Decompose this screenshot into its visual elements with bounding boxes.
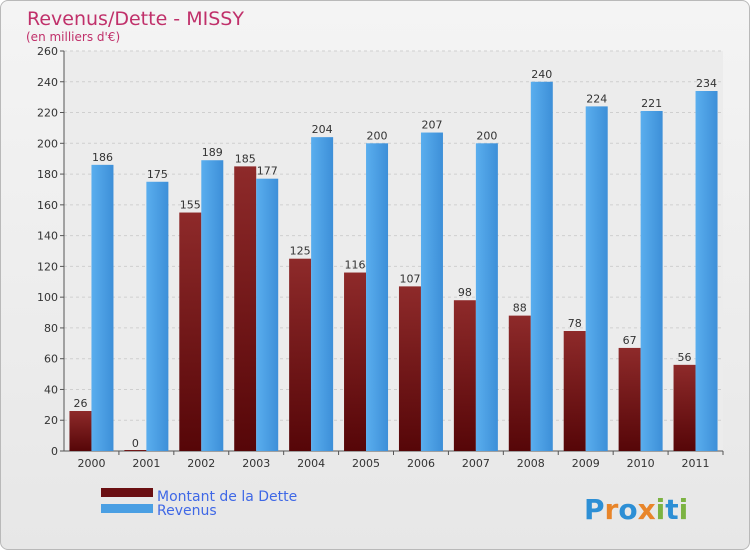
data-label-debt: 185	[235, 152, 256, 165]
y-tick-label: 160	[37, 199, 58, 212]
bar-revenus	[146, 181, 169, 451]
bar-revenus	[201, 160, 224, 451]
bar-revenus	[475, 143, 498, 452]
data-label-debt: 67	[623, 334, 637, 347]
data-label-revenus: 189	[202, 146, 223, 159]
bar-revenus	[420, 132, 443, 452]
x-tick-label: 2001	[132, 457, 160, 470]
bar-revenus	[640, 111, 663, 451]
x-tick-label: 2003	[242, 457, 270, 470]
data-label-revenus: 177	[257, 165, 278, 178]
legend-swatch-revenus	[101, 504, 153, 513]
y-tick-label: 80	[44, 322, 58, 335]
bar-debt	[618, 347, 641, 451]
data-label-debt: 56	[678, 351, 692, 364]
y-tick-label: 140	[37, 230, 58, 243]
data-label-debt: 116	[345, 259, 366, 272]
data-label-debt: 0	[132, 437, 139, 450]
data-label-revenus: 200	[367, 129, 388, 142]
bar-debt	[453, 300, 476, 451]
y-tick-label: 260	[37, 45, 58, 58]
y-tick-label: 220	[37, 107, 58, 120]
data-label-debt: 98	[458, 286, 472, 299]
chart-title: Revenus/Dette - MISSY	[27, 8, 244, 30]
data-label-revenus: 234	[696, 77, 717, 90]
logo-letter: P	[584, 493, 605, 526]
bar-revenus	[311, 137, 334, 451]
bar-debt	[563, 331, 586, 451]
logo-letter: x	[638, 493, 656, 526]
data-label-revenus: 175	[147, 168, 168, 181]
legend-swatch-debt	[101, 488, 153, 497]
data-label-revenus: 221	[641, 97, 662, 110]
data-label-debt: 155	[180, 199, 201, 212]
logo-letter: i	[679, 493, 689, 526]
bar-debt	[289, 258, 312, 451]
y-tick-label: 20	[44, 414, 58, 427]
proxiti-logo: Proxiti	[584, 493, 688, 526]
x-tick-label: 2006	[407, 457, 435, 470]
x-tick-label: 2011	[682, 457, 710, 470]
bar-revenus	[366, 143, 389, 452]
legend: Montant de la Dette Revenus	[101, 488, 297, 519]
data-label-revenus: 200	[476, 129, 497, 142]
chart-subtitle: (en milliers d'€)	[26, 30, 120, 44]
bar-debt	[124, 450, 147, 451]
bar-debt	[344, 272, 367, 451]
bar-revenus	[695, 91, 718, 451]
y-tick-label: 180	[37, 168, 58, 181]
y-tick-label: 120	[37, 260, 58, 273]
bar-revenus	[585, 106, 608, 451]
logo-letter: o	[618, 493, 637, 526]
y-tick-label: 40	[44, 383, 58, 396]
y-tick-label: 100	[37, 291, 58, 304]
x-tick-label: 2004	[297, 457, 325, 470]
data-label-debt: 107	[399, 272, 420, 285]
y-tick-label: 200	[37, 137, 58, 150]
bar-debt	[398, 286, 421, 451]
x-tick-label: 2008	[517, 457, 545, 470]
y-tick-label: 240	[37, 76, 58, 89]
x-tick-label: 2009	[572, 457, 600, 470]
bar-debt	[673, 364, 696, 451]
x-tick-label: 2007	[462, 457, 490, 470]
legend-label-debt: Montant de la Dette	[157, 489, 297, 505]
bar-debt	[508, 315, 531, 451]
data-label-revenus: 207	[421, 119, 442, 132]
y-tick-label: 60	[44, 353, 58, 366]
data-label-revenus: 186	[92, 151, 113, 164]
bar-debt	[179, 212, 202, 451]
data-label-debt: 88	[513, 302, 527, 315]
bar-revenus	[530, 81, 553, 452]
data-label-revenus: 204	[312, 123, 333, 136]
data-label-debt: 26	[73, 397, 87, 410]
x-tick-label: 2005	[352, 457, 380, 470]
bar-debt	[234, 166, 257, 451]
bar-debt	[69, 411, 92, 451]
data-label-debt: 125	[290, 245, 311, 258]
logo-letter: i	[656, 493, 666, 526]
plot-background	[64, 51, 723, 451]
y-tick-label: 0	[51, 445, 58, 458]
x-tick-label: 2000	[77, 457, 105, 470]
bar-revenus	[256, 178, 279, 451]
legend-label-revenus: Revenus	[157, 503, 217, 519]
logo-letter: t	[665, 493, 678, 526]
bar-revenus	[91, 164, 114, 451]
logo-text: Proxiti	[584, 493, 688, 526]
data-label-revenus: 224	[586, 92, 607, 105]
logo-letter: r	[605, 493, 619, 526]
x-tick-label: 2002	[187, 457, 215, 470]
data-label-revenus: 240	[531, 68, 552, 81]
plot-area: 0204060801001201401601802002202402602618…	[37, 45, 724, 470]
x-tick-label: 2010	[627, 457, 655, 470]
data-label-debt: 78	[568, 317, 582, 330]
